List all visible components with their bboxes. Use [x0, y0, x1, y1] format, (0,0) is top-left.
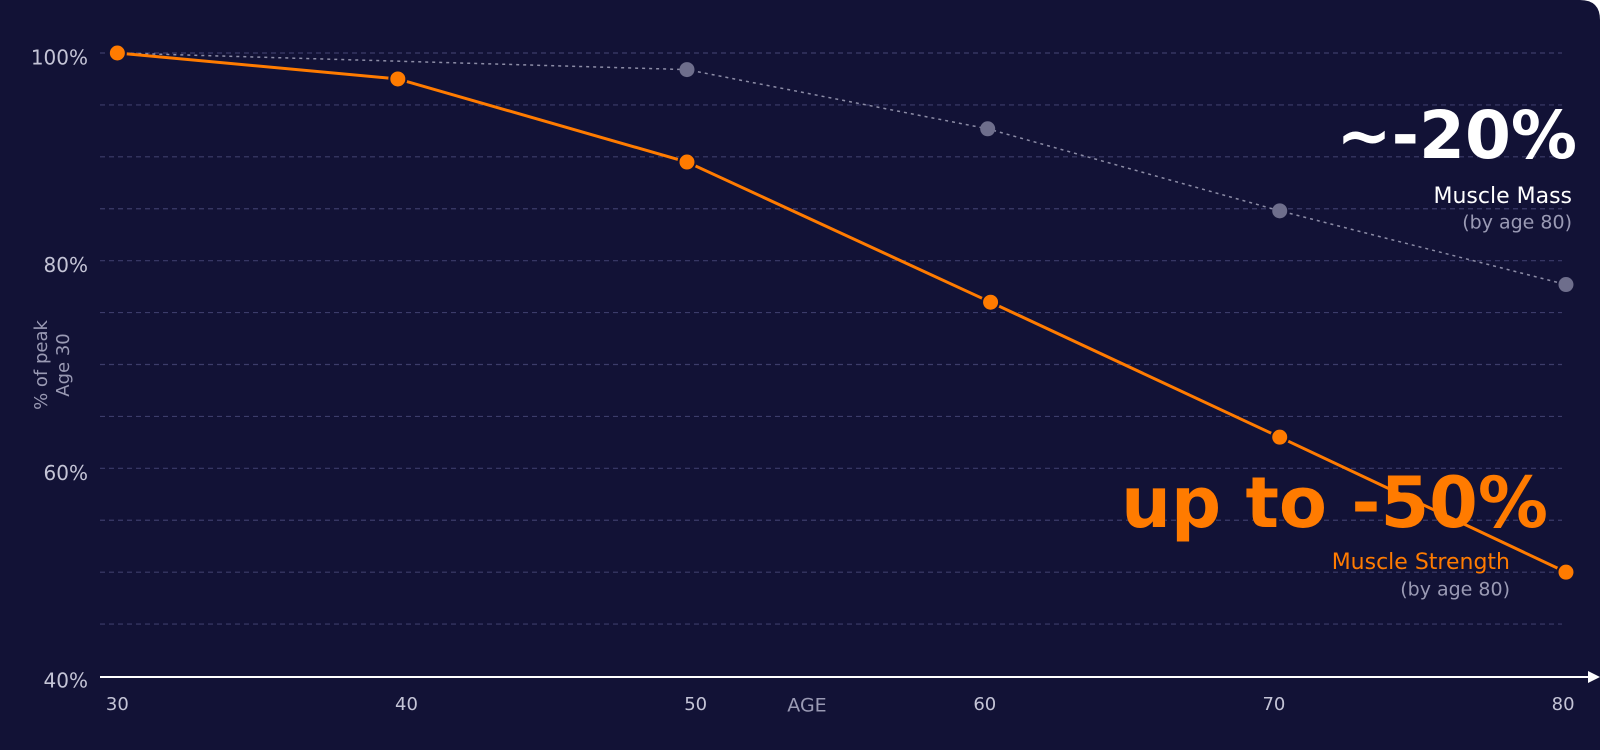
x-tick-label: 60	[973, 694, 996, 715]
y-tick-label: 40%	[44, 669, 88, 693]
y-tick-label: 80%	[44, 253, 88, 277]
data-point	[1558, 277, 1574, 293]
data-point	[1270, 427, 1290, 447]
annotation-series: Muscle Strength	[1332, 550, 1510, 575]
x-tick-label: 50	[684, 694, 707, 715]
series-lines	[107, 43, 1576, 582]
data-point	[107, 43, 127, 63]
annotation-note: (by age 80)	[1400, 579, 1510, 601]
x-tick-label: 80	[1552, 694, 1575, 715]
x-axis-arrow	[1588, 671, 1600, 683]
y-axis-label: % of peak Age 30	[31, 320, 74, 410]
data-point	[388, 69, 408, 89]
labels: AGE % of peak Age 30 ~-20% Muscle Mass (…	[31, 97, 1577, 716]
y-tick-label: 60%	[44, 461, 88, 485]
annotation-note: (by age 80)	[1462, 212, 1572, 234]
y-axis-label-line: Age 30	[53, 333, 74, 396]
x-tick-label: 70	[1262, 694, 1285, 715]
y-axis-label-line: % of peak	[31, 320, 52, 410]
annotation-headline: ~-20%	[1336, 97, 1577, 174]
annotation-headline: up to -50%	[1121, 462, 1548, 544]
data-point	[981, 292, 1001, 312]
series-line	[117, 51, 1567, 574]
data-point	[677, 152, 697, 172]
data-point	[980, 121, 996, 137]
x-tick-label: 30	[106, 694, 129, 715]
y-tick-label: 100%	[31, 46, 88, 70]
data-point	[1272, 203, 1288, 219]
grid: 40% 60% 80% 100% 30 40 50 60 70 80	[31, 46, 1600, 715]
x-tick-label: 40	[395, 694, 418, 715]
annotation-series: Muscle Mass	[1433, 184, 1572, 209]
data-point	[679, 62, 695, 78]
data-point	[1556, 562, 1576, 582]
x-axis-label: AGE	[787, 695, 826, 717]
